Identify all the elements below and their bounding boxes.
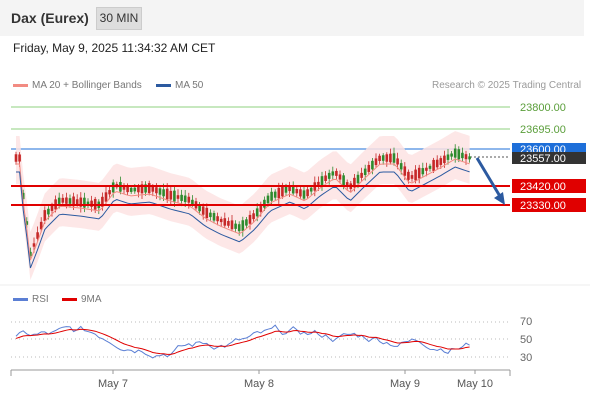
ma20-swatch-icon <box>13 83 28 87</box>
candlesticks <box>14 144 471 261</box>
label-r2: 23800.00 <box>520 102 566 114</box>
rsi-lines <box>15 324 470 359</box>
x-label-may7: May 7 <box>98 378 128 390</box>
ma9-swatch-icon <box>62 297 77 301</box>
label-r1: 23695.00 <box>520 124 566 136</box>
ma50-line <box>16 166 470 269</box>
ma50-swatch-icon <box>156 83 171 87</box>
legend-ma9-label: 9MA <box>81 294 102 305</box>
rsi-line <box>15 324 470 359</box>
legend-ma50-label: MA 50 <box>175 80 204 91</box>
legend-ma9: 9MA <box>62 294 102 305</box>
rsi-label-70: 70 <box>520 316 532 328</box>
label-s2: 23330.00 <box>520 200 566 212</box>
forecast-arrow-icon <box>475 157 505 205</box>
legend-rsi: RSI <box>13 294 49 305</box>
rsi-ma9-line <box>15 328 470 355</box>
legend-ma20: MA 20 + Bollinger Bands <box>13 80 142 91</box>
label-last: 23557.00 <box>520 153 566 165</box>
legend-ma50: MA 50 <box>156 80 203 91</box>
header-bar: Dax (Eurex) 30 MIN <box>0 0 584 36</box>
timestamp: Friday, May 9, 2025 11:34:32 AM CET <box>13 41 216 55</box>
legend-ma20-label: MA 20 + Bollinger Bands <box>32 80 142 91</box>
last-label-bg <box>512 152 586 164</box>
x-label-may8: May 8 <box>244 378 274 390</box>
label-s1: 23420.00 <box>520 181 566 193</box>
rsi-label-50: 50 <box>520 334 532 346</box>
s1-label-bg <box>512 179 586 193</box>
moving-averages <box>16 158 470 269</box>
timeframe-button[interactable]: 30 MIN <box>96 7 142 30</box>
rsi-label-30: 30 <box>520 352 532 364</box>
x-label-may9: May 9 <box>390 378 420 390</box>
instrument-title: Dax (Eurex) <box>11 10 89 26</box>
ma20-line <box>16 158 470 261</box>
legend-rsi-label: RSI <box>32 294 49 305</box>
x-label-may10: May 10 <box>457 378 493 390</box>
rsi-swatch-icon <box>13 297 28 301</box>
s2-label-bg <box>512 198 586 212</box>
credit-text: Research © 2025 Trading Central <box>432 80 582 91</box>
